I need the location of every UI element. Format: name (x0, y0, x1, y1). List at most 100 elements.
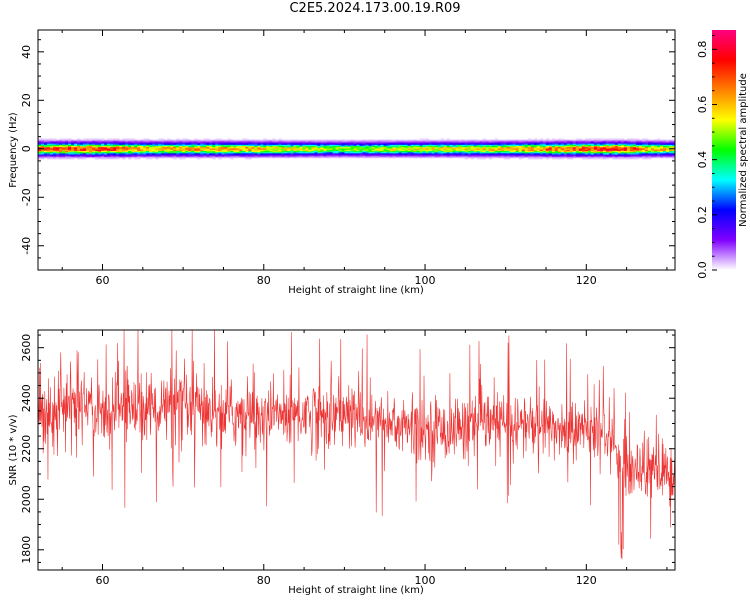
colorbar-axis: 0.00.20.40.60.8 (696, 35, 717, 279)
heatmap-cell (554, 153, 559, 155)
heatmap-cell (548, 150, 553, 153)
heatmap-cell (89, 144, 93, 147)
heatmap-cell (350, 156, 354, 159)
heatmap-cell (527, 146, 532, 149)
heatmap-cell (59, 151, 63, 154)
heatmap-cell (101, 143, 105, 145)
heatmap-cell (53, 154, 57, 156)
heatmap-cell (383, 153, 387, 155)
heatmap-cell (623, 155, 628, 157)
heatmap-cell (638, 139, 643, 142)
heatmap-cell (605, 148, 610, 150)
heatmap-cell (542, 151, 547, 154)
heatmap-cell (434, 145, 439, 148)
heatmap-cell (101, 148, 105, 150)
heatmap-cell (149, 140, 153, 143)
heatmap-cell (527, 156, 532, 159)
heatmap-cell (233, 142, 237, 144)
heatmap-cell (311, 145, 315, 148)
heatmap-cell (428, 153, 433, 155)
heatmap-cell (146, 145, 150, 148)
heatmap-cell (404, 149, 408, 151)
heatmap-cell (656, 139, 661, 142)
heatmap-cell (179, 151, 183, 154)
heatmap-cell (320, 146, 324, 149)
heatmap-cell (155, 157, 159, 160)
heatmap-cell (635, 144, 640, 147)
heatmap-cell (65, 150, 69, 153)
heatmap-cell (605, 145, 610, 148)
heatmap-cell (404, 154, 408, 156)
heatmap-cell (440, 149, 445, 151)
heatmap-cell (548, 145, 553, 148)
heatmap-cell (128, 146, 132, 149)
heatmap-cell (71, 156, 75, 159)
heatmap-cell (62, 153, 66, 155)
heatmap-cell (464, 157, 469, 160)
heatmap-cell (332, 148, 336, 150)
heatmap-cell (479, 139, 484, 142)
heatmap-cell (188, 145, 192, 148)
heatmap-cell (521, 150, 526, 153)
heatmap-cell (245, 142, 249, 144)
heatmap-cell (68, 139, 72, 142)
heatmap-cell (461, 156, 466, 159)
heatmap-cell (287, 146, 291, 149)
heatmap-cell (302, 140, 306, 143)
heatmap-cell (374, 140, 378, 143)
heatmap-cell (41, 157, 45, 160)
heatmap-cell (467, 148, 472, 150)
heatmap-cell (77, 146, 81, 149)
heatmap-cell (176, 151, 180, 154)
heatmap-cell (422, 150, 426, 153)
heatmap-cell (278, 144, 282, 147)
heatmap-cell (530, 142, 535, 144)
heatmap-cell (356, 143, 360, 145)
heatmap-cell (422, 142, 426, 144)
heatmap-cell (197, 145, 201, 148)
heatmap-cell (524, 142, 529, 144)
heatmap-cell (518, 153, 523, 155)
heatmap-cell (269, 145, 273, 148)
heatmap-cell (386, 143, 390, 145)
heatmap-cell (152, 149, 156, 151)
heatmap-cell (122, 140, 126, 143)
heatmap-cell (269, 150, 273, 153)
heatmap-cell (386, 149, 390, 151)
heatmap-cell (392, 150, 396, 153)
heatmap-cell (347, 155, 351, 157)
heatmap-cell (575, 144, 580, 147)
heatmap-cell (416, 156, 420, 159)
heatmap-cell (308, 151, 312, 154)
heatmap-cell (317, 156, 321, 159)
heatmap-cell (218, 140, 222, 143)
heatmap-cell (641, 150, 646, 153)
heatmap-cell (311, 151, 315, 154)
heatmap-cell (257, 139, 261, 142)
heatmap-cell (53, 140, 57, 143)
heatmap-cell (305, 144, 309, 147)
heatmap-cell (563, 148, 568, 150)
heatmap-cell (449, 145, 454, 148)
heatmap-cell (266, 142, 270, 144)
heatmap-cell (104, 148, 108, 150)
heatmap-cell (215, 145, 219, 148)
heatmap-cell (455, 149, 460, 151)
heatmap-cell (89, 138, 93, 140)
heatmap-cell (626, 157, 631, 160)
heatmap-cell (338, 153, 342, 155)
heatmap-cell (113, 138, 117, 140)
heatmap-cell (425, 153, 430, 155)
heatmap-cell (260, 150, 264, 153)
heatmap-cell (656, 148, 661, 150)
heatmap-cell (44, 140, 48, 143)
heatmap-cell (629, 143, 634, 145)
heatmap-cell (311, 142, 315, 144)
heatmap-cell (173, 148, 177, 150)
heatmap-cell (494, 153, 499, 155)
heatmap-cell (65, 155, 69, 157)
heatmap-cell (341, 155, 345, 157)
heatmap-cell (50, 140, 54, 143)
heatmap-cell (38, 153, 42, 155)
heatmap-cell (425, 154, 430, 156)
